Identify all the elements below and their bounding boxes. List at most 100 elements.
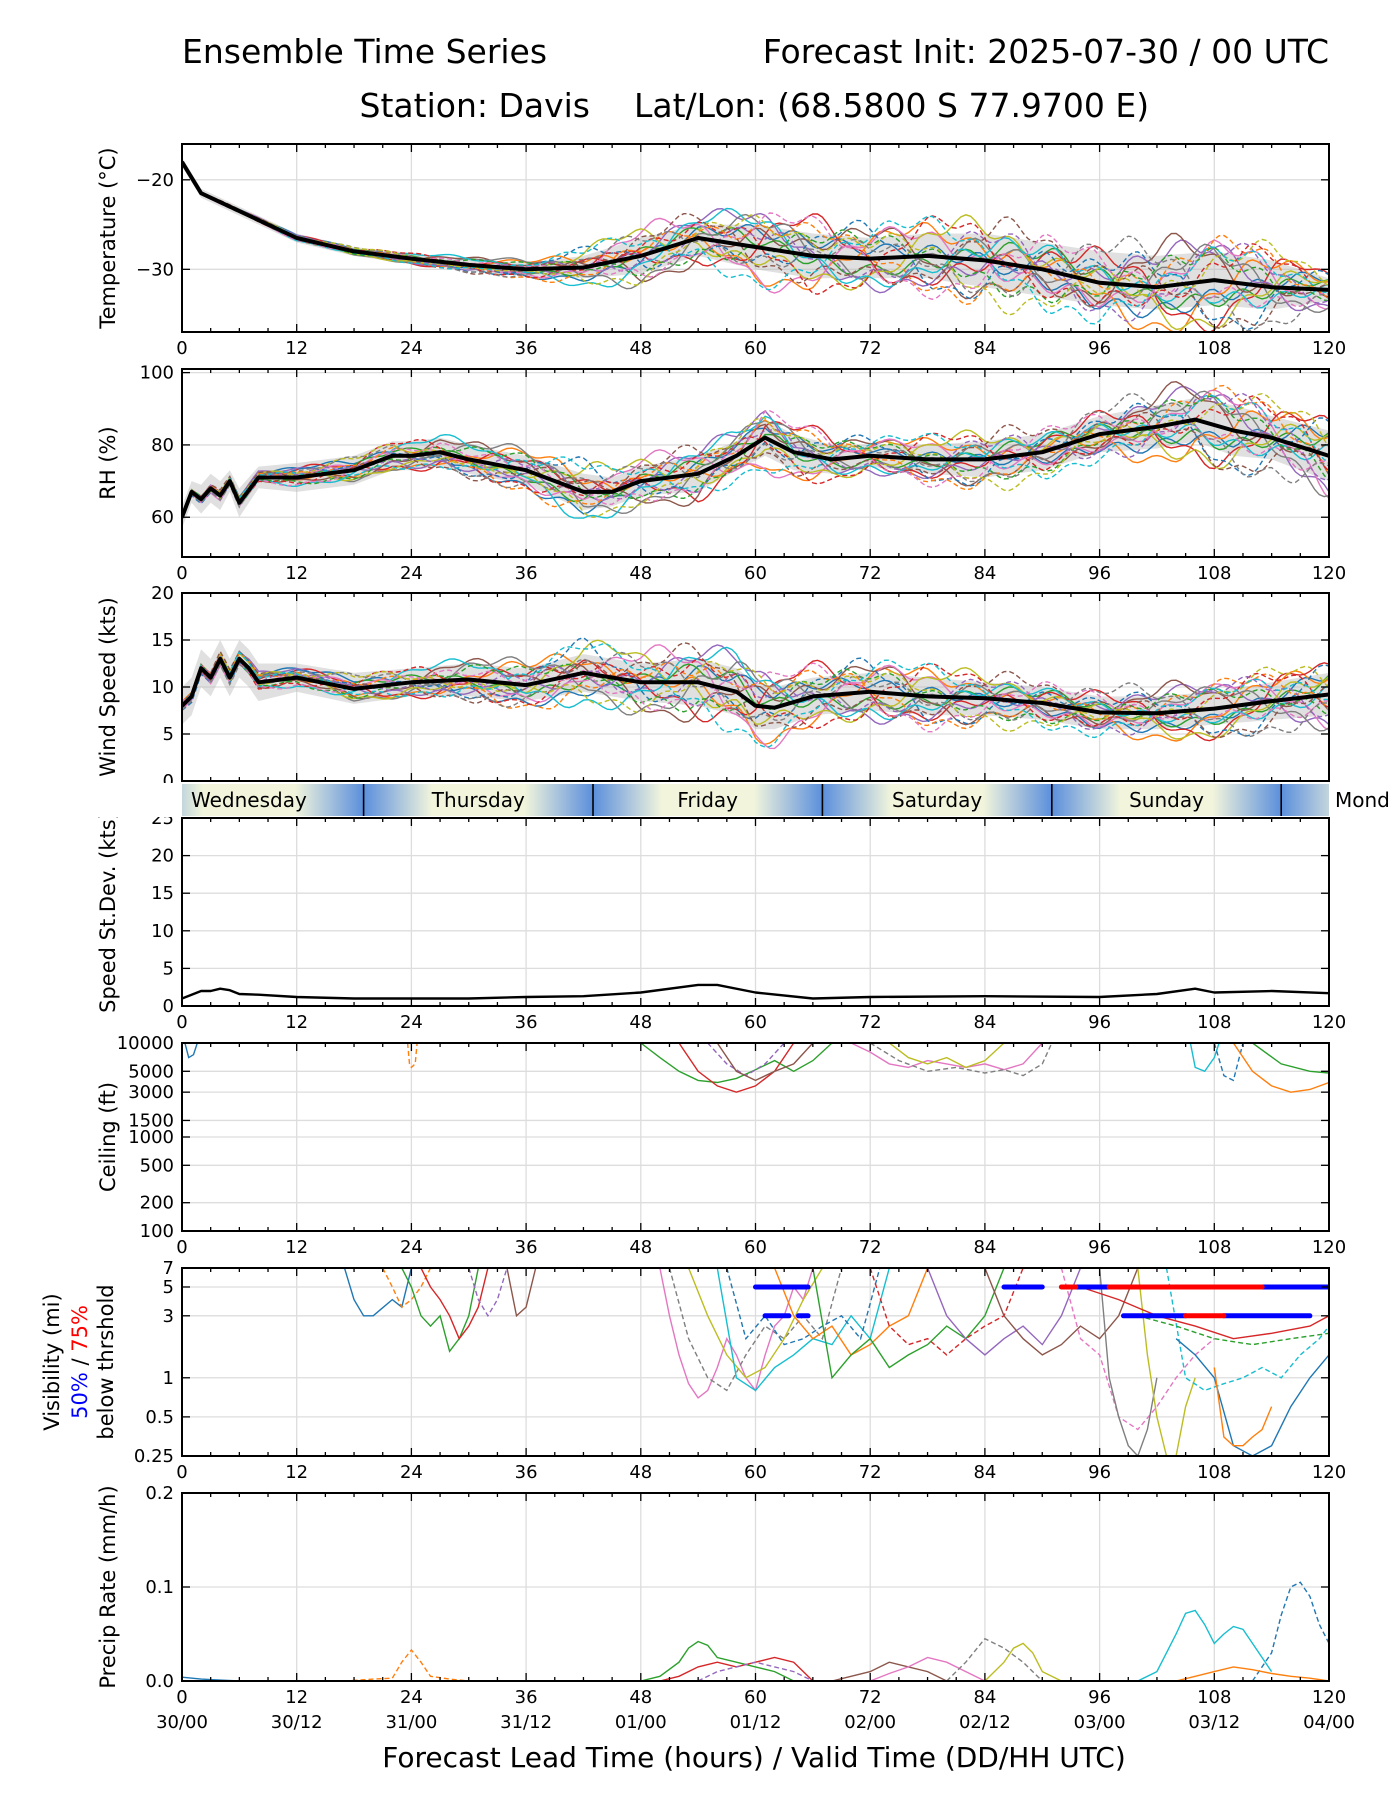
member-line xyxy=(182,384,1329,518)
x-tick-label: 72 xyxy=(859,1462,882,1483)
x-tick-label: 0 xyxy=(176,338,187,359)
ensemble-mean-line xyxy=(182,656,1329,716)
strip-mask-right xyxy=(1329,783,1400,817)
x-tick-label: 84 xyxy=(973,338,996,359)
plot-area-visibility xyxy=(343,1268,1329,1456)
member-line xyxy=(182,651,1329,738)
panel-visibility: 0 12 24 36 48 60 72 84 96 108 120 0.25 0.5 1 3 57 Visibi… xyxy=(40,1258,1346,1483)
x-tick-label: 60 xyxy=(744,1462,767,1483)
x-tick-label: 36 xyxy=(515,563,538,584)
member-line xyxy=(1175,1666,1329,1681)
y-axis-label: Wind Speed (kts) xyxy=(96,597,120,777)
day-band xyxy=(822,784,1052,816)
member-line xyxy=(182,636,1329,737)
member-line xyxy=(182,160,1329,308)
panel-temperature: 0 12 24 36 48 60 72 84 96 108 120 −20 −30 Temperature… xyxy=(96,143,1346,359)
valid-time-tick-label: 02/12 xyxy=(959,1712,1011,1733)
x-tick-label: 60 xyxy=(744,338,767,359)
x-tick-label: 48 xyxy=(629,1687,652,1708)
member-line xyxy=(406,1043,418,1069)
x-tick-label: 12 xyxy=(285,1012,308,1033)
member-line xyxy=(1251,1581,1329,1681)
x-axis-label: Forecast Lead Time (hours) / Valid Time … xyxy=(382,1741,1126,1774)
y-tick-label: 1000 xyxy=(128,1127,174,1148)
panel-precip: 0 12 24 36 48 60 72 84 96 108 120 0.0 0.1 0.2 Precip R… xyxy=(96,1483,1346,1708)
member-line xyxy=(182,411,1329,517)
x-tick-label: 120 xyxy=(1312,338,1346,359)
member-line xyxy=(716,1043,814,1082)
x-tick-label: 72 xyxy=(859,1237,882,1258)
x-tick-label: 48 xyxy=(629,338,652,359)
plot-area-temperature xyxy=(182,157,1329,332)
x-tick-label: 72 xyxy=(859,1012,882,1033)
figure-title: Ensemble Time Series xyxy=(182,32,547,71)
x-tick-label: 36 xyxy=(515,1687,538,1708)
valid-time-tick-label: 31/12 xyxy=(500,1712,552,1733)
member-line xyxy=(1137,1268,1196,1456)
threshold-legend: 50% / 75% xyxy=(68,1305,92,1419)
y-tick-label: 5 xyxy=(163,724,174,745)
member-line xyxy=(1080,1286,1329,1340)
plot-area-speed_sd xyxy=(182,983,1329,1000)
member-line xyxy=(506,1268,537,1318)
y-tick-label: 0.5 xyxy=(145,1407,174,1428)
y-tick-label: 500 xyxy=(140,1155,174,1176)
x-tick-label: 84 xyxy=(973,1462,996,1483)
member-line xyxy=(182,644,1329,750)
y-tick-label: 60 xyxy=(151,507,174,528)
x-tick-label: 0 xyxy=(176,563,187,584)
member-line xyxy=(659,1268,814,1399)
member-line xyxy=(182,392,1329,519)
member-line xyxy=(926,1268,1082,1356)
day-label: Sunday xyxy=(1129,788,1204,812)
member-line xyxy=(1060,1268,1215,1431)
y-tick-label: −20 xyxy=(136,170,174,191)
member-line xyxy=(182,160,1329,304)
x-tick-label: 96 xyxy=(1088,1687,1111,1708)
member-line xyxy=(182,421,1329,517)
y-tick-label: 15 xyxy=(151,630,174,651)
member-line xyxy=(420,1268,489,1341)
plot-area-precip xyxy=(182,1581,1329,1681)
y-tick-label: 3 xyxy=(163,1306,174,1327)
y-tick-label: 0 xyxy=(163,996,174,1017)
valid-time-tick-label: 03/00 xyxy=(1074,1712,1126,1733)
ensemble-mean-line xyxy=(182,160,1329,292)
day-label: Thursday xyxy=(431,788,525,812)
x-tick-label: 12 xyxy=(285,1687,308,1708)
member-line xyxy=(1252,1043,1329,1074)
y-tick-label: 7 xyxy=(163,1258,174,1279)
day-label: Friday xyxy=(677,788,738,812)
x-tick-label: 24 xyxy=(400,1012,423,1033)
y-axis-label: RH (%) xyxy=(96,426,120,499)
legend-sep: / xyxy=(68,1352,92,1372)
member-line xyxy=(182,161,1329,316)
panels: 0 12 24 36 48 60 72 84 96 108 120−20−30Temperature… xyxy=(40,143,1355,1733)
day-label: Saturday xyxy=(892,788,982,812)
member-line xyxy=(850,1043,1043,1071)
legend-75: 75% xyxy=(68,1305,92,1352)
day-label: Wednesday xyxy=(191,788,307,812)
x-tick-label: 36 xyxy=(515,338,538,359)
spread-band xyxy=(182,157,1329,310)
x-tick-label: 60 xyxy=(744,1237,767,1258)
x-tick-label: 72 xyxy=(859,338,882,359)
x-tick-label: 12 xyxy=(285,563,308,584)
member-line xyxy=(687,1268,823,1379)
y-tick-label: 100 xyxy=(140,363,174,384)
member-line xyxy=(869,1043,1053,1077)
member-line xyxy=(344,1648,469,1681)
member-line xyxy=(640,1043,833,1084)
x-tick-label: 120 xyxy=(1312,1462,1346,1483)
y-tick-label: 20 xyxy=(151,846,174,867)
plot-area-ceiling xyxy=(184,1043,1329,1093)
ensemble-mean-line xyxy=(182,983,1329,1000)
member-line xyxy=(726,1268,881,1346)
member-line xyxy=(1098,1268,1158,1456)
day-band xyxy=(1051,784,1282,816)
valid-time-tick-label: 31/00 xyxy=(385,1712,437,1733)
panel-ceiling: 0 12 24 36 48 60 72 84 96 108 120 100 200 500 10001500… xyxy=(96,1033,1346,1258)
